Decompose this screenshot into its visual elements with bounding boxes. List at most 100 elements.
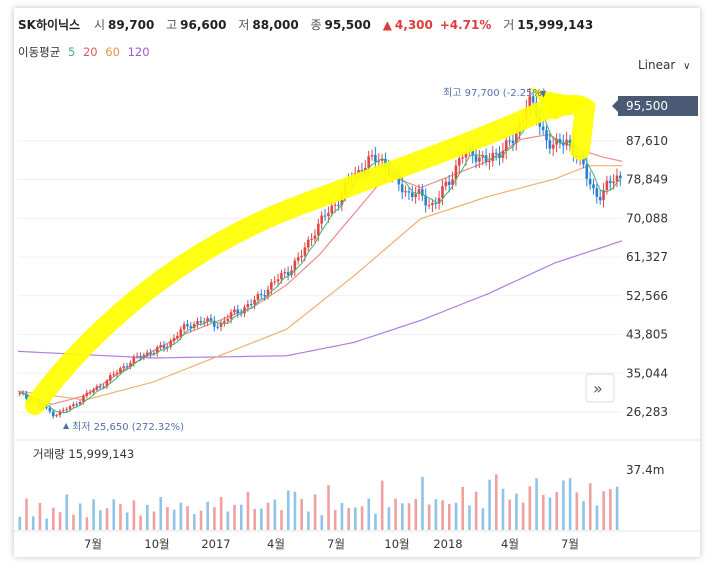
volume-bar: [421, 476, 424, 530]
volume-bar: [468, 505, 471, 530]
candle: [65, 409, 68, 411]
current-price-pointer: [612, 100, 618, 112]
volume-bar: [300, 499, 303, 530]
volume-bar: [192, 514, 196, 530]
candle: [461, 157, 464, 159]
volume-bar: [159, 497, 163, 530]
high-value: 96,600: [180, 18, 227, 32]
candle: [206, 318, 209, 322]
volume-bar: [454, 502, 458, 530]
ma5-line: [19, 108, 621, 414]
volume-bar: [65, 494, 69, 530]
candle: [283, 272, 287, 274]
ma20-line: [17, 134, 623, 406]
up-arrow-icon: ▲: [382, 18, 392, 32]
candle: [471, 148, 474, 156]
ma-legend-label: 이동평균: [18, 45, 61, 59]
volume-bar: [481, 508, 485, 530]
x-tick-label: 7월: [561, 537, 579, 551]
candle: [48, 407, 52, 412]
low-value: 88,000: [252, 18, 299, 32]
volume-bar: [474, 491, 478, 530]
volume-bar: [18, 516, 22, 530]
volume-bar: [582, 501, 585, 530]
candle: [259, 293, 263, 296]
candle: [105, 380, 109, 387]
volume-bar: [340, 503, 344, 530]
candle: [152, 352, 156, 355]
candle: [427, 205, 431, 207]
candle: [58, 411, 62, 416]
y-tick-label: 61,327: [626, 250, 668, 264]
x-tick-label: 7월: [84, 537, 102, 551]
candle: [102, 386, 105, 388]
candle: [92, 389, 95, 393]
volume-bar: [568, 478, 572, 530]
candle: [306, 239, 310, 248]
change-pct: +4.71%: [439, 18, 492, 32]
candle: [213, 320, 216, 327]
ma20-label[interactable]: 20: [82, 45, 98, 59]
volume-bar: [528, 486, 532, 530]
low-label: 저: [238, 18, 250, 32]
candle: [511, 140, 515, 144]
volume-bar: [99, 510, 102, 530]
candle: [317, 223, 320, 236]
volume-bar: [320, 515, 324, 530]
volume-bar: [541, 495, 545, 530]
candle: [45, 407, 48, 409]
volume-bar: [575, 492, 579, 530]
volume-bar: [360, 506, 364, 530]
candle: [357, 170, 360, 174]
candle: [72, 404, 75, 407]
candle: [68, 406, 72, 410]
ma5-label[interactable]: 5: [67, 45, 76, 59]
candle: [508, 140, 511, 142]
candle: [223, 320, 226, 323]
candle: [310, 239, 313, 241]
volume-bar: [327, 485, 330, 530]
y-tick-label: 43,805: [626, 328, 668, 342]
candle: [619, 175, 622, 179]
candle: [172, 338, 176, 341]
candle: [55, 415, 58, 417]
volume-bar: [119, 504, 122, 530]
candle: [236, 309, 240, 314]
candle: [216, 326, 219, 328]
candle: [608, 180, 612, 184]
ma60-label[interactable]: 60: [105, 45, 120, 59]
candle: [132, 356, 136, 363]
candle: [555, 139, 558, 145]
volume-bar: [609, 489, 612, 530]
quote-header: SK하이닉스 시 89,700 고 96,600 저 88,000 종 95,500 ▲…: [18, 16, 601, 34]
candle: [139, 356, 142, 358]
candle: [414, 194, 417, 198]
scale-dropdown[interactable]: Linear ∨: [638, 58, 690, 72]
close-label: 종: [310, 18, 322, 32]
candle: [588, 178, 592, 185]
volume-bar: [434, 499, 438, 530]
candle: [474, 155, 478, 162]
volume-bar: [548, 497, 552, 530]
volume-title: 거래량 15,999,143: [33, 447, 134, 461]
volume-bar: [367, 498, 371, 530]
candle: [548, 140, 552, 149]
candle: [82, 395, 85, 402]
volume-bar: [387, 507, 391, 530]
candle: [407, 191, 411, 193]
current-price-box: [618, 96, 698, 116]
volume-bar: [52, 507, 55, 530]
volume-bar: [354, 507, 357, 530]
candle: [374, 155, 377, 162]
volume-bar: [226, 511, 230, 530]
volume-bar: [260, 508, 263, 530]
ma120-label[interactable]: 120: [127, 45, 150, 59]
candle: [303, 247, 307, 256]
candle: [337, 204, 340, 206]
candle: [256, 293, 260, 300]
candle: [196, 320, 199, 325]
candle: [404, 191, 407, 193]
candle: [327, 213, 330, 217]
volume-bar: [521, 502, 525, 530]
